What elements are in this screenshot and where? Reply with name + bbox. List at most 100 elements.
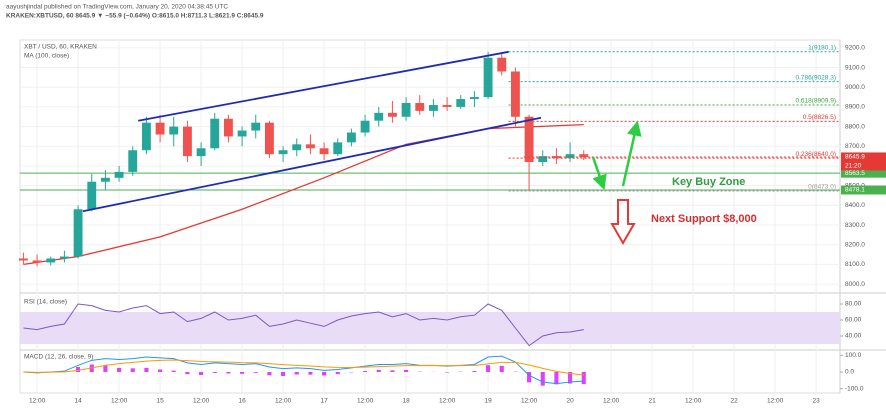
x-tick-label: 18 [402, 398, 410, 405]
x-tick-label: 12:00 [111, 398, 128, 405]
down-arrow [591, 156, 607, 191]
y-tick-label: 40.00 [845, 333, 862, 340]
macd-histogram-bar [240, 372, 245, 374]
candle-body [18, 258, 28, 261]
x-tick-label: 12:00 [603, 398, 620, 405]
macd-histogram-bar [404, 370, 409, 372]
candle-body [374, 112, 384, 121]
y-tick-label: 9100.0 [845, 64, 865, 71]
candle-body [169, 126, 179, 135]
macd-histogram-bar [499, 365, 504, 372]
candle-body [333, 142, 343, 155]
macd-histogram-bar [486, 365, 491, 372]
fib-label: 0.236(8640.0) [796, 151, 836, 158]
macd-histogram-bar [117, 367, 122, 372]
macd-histogram-bar [308, 372, 313, 375]
macd-histogram-bar [581, 372, 586, 385]
candle-body [155, 122, 165, 135]
macd-histogram-bar [527, 372, 532, 383]
y-tick-label: 8000.0 [845, 281, 865, 288]
macd-line [23, 355, 584, 385]
y-tick-label: -100.0 [845, 385, 864, 392]
y-tick-label: 8200.0 [845, 241, 865, 248]
x-tick-label: 12:00 [275, 398, 292, 405]
x-tick-label: 15 [156, 398, 164, 405]
x-tick-label: 14 [74, 398, 82, 405]
price-box [841, 185, 886, 195]
y-tick-label: 9200.0 [845, 45, 865, 52]
candle-body [100, 177, 110, 182]
chart-title: XBT / USD, 60, KRAKEN [24, 44, 97, 51]
x-tick-label: 23 [812, 398, 820, 405]
x-tick-label: 19 [484, 398, 492, 405]
trend-line [138, 50, 509, 122]
y-tick-label: 80.00 [845, 301, 862, 308]
price-box [841, 168, 886, 178]
price-box [841, 152, 886, 171]
y-tick-label: 8400.0 [845, 202, 865, 209]
macd-histogram-bar [363, 371, 368, 372]
up-arrow [621, 120, 642, 187]
author-line: aayushjindal published on TradingView.co… [6, 4, 228, 11]
y-tick-label: 8100.0 [845, 261, 865, 268]
macd-histogram-bar [199, 372, 204, 375]
candle-body [264, 122, 274, 155]
candle-body [401, 102, 411, 117]
fib-label: 0.5(8826.5) [803, 114, 836, 121]
macd-histogram-bar [158, 369, 163, 372]
x-tick-label: 12:00 [193, 398, 210, 405]
macd-line [23, 359, 584, 376]
trend-line [82, 116, 542, 213]
macd-histogram-bar [472, 371, 477, 372]
candle-body [456, 99, 466, 107]
candle-body [415, 102, 425, 111]
y-tick-label: 8900.0 [845, 104, 865, 111]
macd-histogram-bar [103, 365, 108, 372]
candle-body [223, 118, 233, 137]
candle-body [59, 256, 69, 259]
macd-histogram-bar [445, 372, 450, 373]
fib-label: 1(9180.1) [808, 45, 836, 52]
candle-body [524, 116, 534, 163]
macd-histogram-bar [554, 372, 559, 385]
candle-body [346, 132, 356, 143]
quote-line: KRAKEN:XBTUSD, 60 8645.9 ▼ −55.9 (−0.64%… [6, 13, 264, 20]
support-label: Next Support $8,000 [651, 213, 757, 225]
x-tick-label: 21 [648, 398, 656, 405]
support-arrow [610, 199, 636, 245]
x-tick-label: 12:00 [29, 398, 46, 405]
fib-label: 0.618(8909.9) [796, 98, 836, 105]
macd-histogram-bar [376, 369, 381, 372]
macd-histogram-bar [130, 368, 135, 372]
candle-body [182, 126, 192, 157]
candle-body [73, 209, 83, 257]
x-tick-label: 12:00 [439, 398, 456, 405]
candle-body [428, 104, 438, 111]
candle-body [497, 57, 507, 72]
candle-body [469, 97, 479, 100]
chart-layer: 12:00 14 12:00 15 12:00 16 12:00 17 12:00 18 12:00… [18, 40, 886, 405]
macd-histogram-bar [171, 370, 176, 372]
candle-body [237, 130, 247, 137]
pane-title: RSI (14, close) [24, 299, 67, 306]
rsi-band [20, 312, 840, 344]
macd-histogram-bar [267, 372, 272, 376]
y-tick-label: 8800.0 [845, 123, 865, 130]
x-tick-label: 12:00 [357, 398, 374, 405]
x-tick-label: 22 [730, 398, 738, 405]
y-tick-label: 60.00 [845, 317, 862, 324]
macd-histogram-bar [281, 372, 286, 376]
candle-body [251, 122, 261, 131]
x-tick-label: 20 [566, 398, 574, 405]
macd-histogram-bar [253, 372, 258, 373]
ma-line [23, 123, 584, 266]
x-tick-label: 12:00 [685, 398, 702, 405]
macd-histogram-bar [540, 372, 545, 386]
countdown-label: 21:20 [845, 163, 862, 170]
candle-body [305, 144, 315, 149]
price-box-label: 8563.5 [845, 170, 865, 177]
candle-body [442, 104, 452, 107]
buy-zone-label: Key Buy Zone [672, 176, 745, 188]
